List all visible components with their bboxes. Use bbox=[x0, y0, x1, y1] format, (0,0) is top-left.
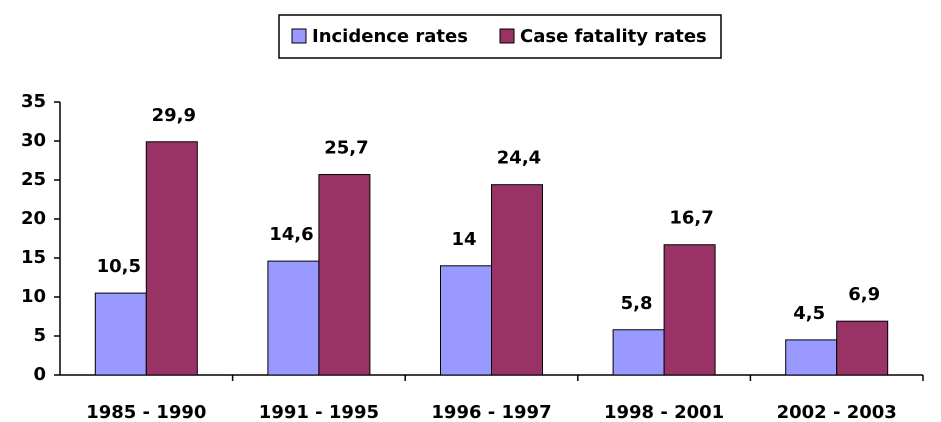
value-label: 10,5 bbox=[97, 256, 141, 277]
legend-label: Case fatality rates bbox=[520, 26, 707, 47]
value-label: 6,9 bbox=[848, 284, 880, 305]
x-tick-label: 2002 - 2003 bbox=[777, 402, 897, 422]
y-tick-label: 20 bbox=[21, 208, 46, 229]
bar bbox=[663, 244, 716, 376]
x-tick-label: 1996 - 1997 bbox=[431, 402, 551, 422]
bar bbox=[267, 260, 320, 376]
legend-swatch bbox=[291, 28, 307, 44]
x-tick-label: 1991 - 1995 bbox=[259, 402, 379, 422]
value-label: 16,7 bbox=[669, 208, 713, 229]
legend-label: Incidence rates bbox=[312, 26, 468, 47]
y-tick-label: 30 bbox=[21, 130, 46, 151]
bar bbox=[785, 339, 838, 376]
x-tick-label: 1985 - 1990 bbox=[86, 402, 206, 422]
value-label: 4,5 bbox=[793, 303, 825, 324]
y-tick-label: 15 bbox=[21, 247, 46, 268]
bar bbox=[318, 174, 371, 376]
value-label: 25,7 bbox=[324, 138, 368, 159]
value-label: 29,9 bbox=[152, 105, 196, 126]
bar bbox=[440, 265, 492, 376]
value-label: 14 bbox=[451, 229, 476, 250]
bar bbox=[836, 320, 889, 376]
legend-swatch bbox=[499, 28, 515, 44]
value-label: 24,4 bbox=[497, 148, 541, 169]
legend-box bbox=[278, 14, 722, 59]
bar bbox=[145, 141, 198, 376]
bar bbox=[94, 292, 147, 376]
value-label: 5,8 bbox=[621, 293, 653, 314]
y-tick-label: 35 bbox=[21, 91, 46, 112]
y-tick-label: 5 bbox=[33, 325, 46, 346]
x-tick-label: 1998 - 2001 bbox=[604, 402, 724, 422]
y-tick-label: 0 bbox=[33, 364, 46, 385]
y-tick-label: 25 bbox=[21, 169, 46, 190]
y-tick-label: 10 bbox=[21, 286, 46, 307]
value-label: 14,6 bbox=[269, 224, 313, 245]
bar bbox=[612, 329, 665, 376]
bar bbox=[491, 184, 543, 376]
